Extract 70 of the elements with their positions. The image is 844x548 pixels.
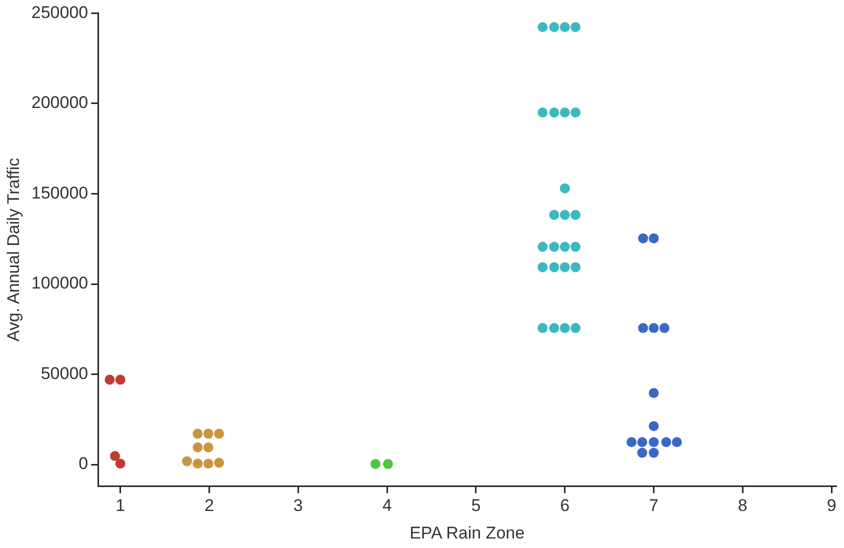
x-tick-label: 4: [382, 496, 392, 516]
point: [570, 323, 581, 334]
x-tick-label: 7: [649, 496, 658, 516]
point: [672, 437, 682, 448]
point: [560, 262, 570, 272]
point: [549, 22, 560, 32]
x-tick-label: 2: [204, 496, 214, 516]
point: [560, 183, 570, 194]
point: [549, 323, 560, 334]
point: [192, 458, 203, 469]
y-tick-label: 250000: [31, 2, 88, 22]
point: [192, 442, 203, 452]
point: [659, 323, 670, 334]
point: [192, 428, 203, 439]
y-tick-label: 0: [78, 454, 88, 474]
y-tick-label: 150000: [31, 183, 88, 202]
point: [104, 374, 115, 385]
point: [382, 458, 393, 469]
x-tick-label: 1: [116, 496, 126, 516]
point: [648, 421, 659, 432]
x-tick-label: 8: [738, 496, 748, 516]
point: [637, 448, 648, 458]
point: [560, 323, 570, 334]
point: [560, 107, 570, 118]
point: [370, 458, 380, 469]
point: [115, 374, 126, 385]
point: [560, 242, 570, 252]
point: [214, 458, 224, 468]
point: [182, 456, 192, 466]
point: [538, 107, 548, 118]
y-tick-label: 200000: [31, 93, 88, 112]
point: [570, 107, 581, 118]
point: [538, 262, 548, 272]
y-axis-title: Avg. Annual Daily Traffic: [4, 157, 23, 342]
point: [214, 428, 224, 439]
point: [570, 262, 581, 272]
point: [549, 210, 560, 220]
point: [637, 437, 648, 448]
y-tick-label: 100000: [31, 274, 88, 293]
point: [538, 323, 548, 334]
x-axis-title: EPA Rain Zone: [410, 523, 525, 542]
point: [638, 323, 648, 334]
point: [549, 242, 560, 252]
point: [638, 233, 648, 244]
point: [570, 242, 581, 252]
point: [203, 428, 214, 439]
point: [203, 458, 214, 469]
point: [661, 437, 672, 448]
point: [538, 242, 548, 252]
point: [549, 262, 560, 272]
x-tick-label: 5: [471, 496, 481, 516]
point: [560, 22, 570, 32]
point: [203, 442, 214, 452]
point: [648, 388, 659, 398]
point: [549, 107, 560, 118]
point: [115, 458, 126, 469]
x-tick-label: 9: [826, 496, 836, 516]
y-tick-label: 50000: [40, 364, 88, 383]
point: [538, 22, 548, 32]
x-tick-label: 3: [293, 496, 303, 516]
point: [648, 233, 659, 244]
point: [570, 210, 581, 220]
point: [648, 323, 659, 334]
point: [560, 210, 570, 220]
point: [626, 437, 637, 448]
point: [110, 451, 120, 462]
point: [570, 22, 581, 32]
point: [648, 437, 659, 448]
point: [648, 448, 659, 458]
x-tick-label: 6: [560, 496, 570, 516]
